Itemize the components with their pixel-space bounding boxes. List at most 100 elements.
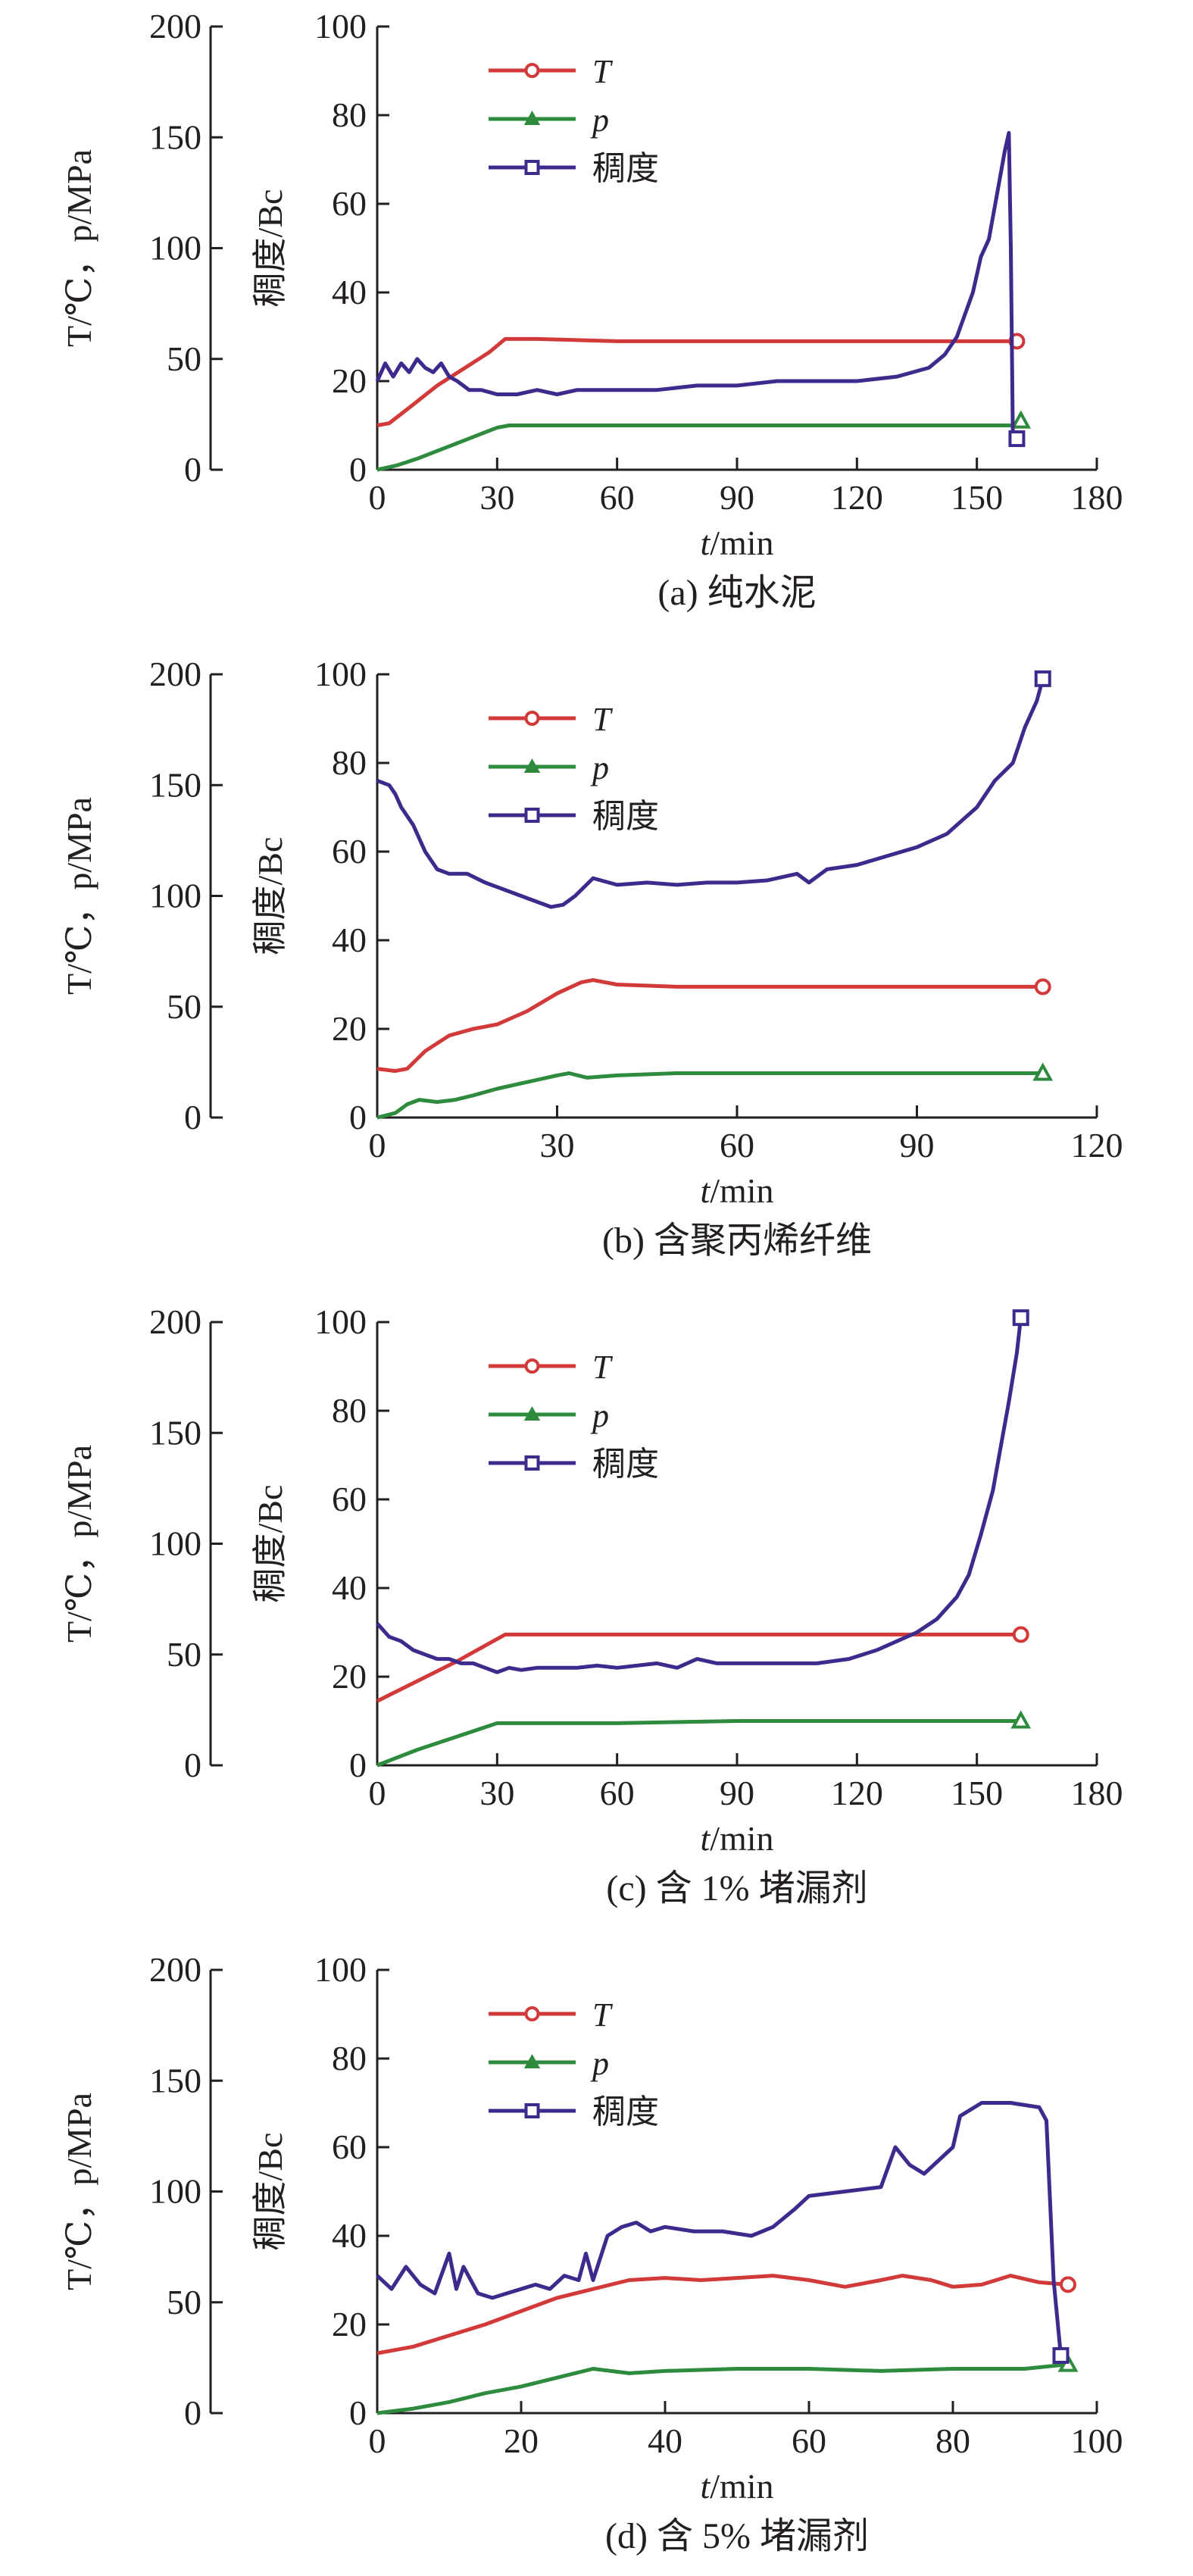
x-tick-label: 0 (369, 478, 386, 517)
left-y-tick-label: 100 (149, 2172, 201, 2211)
x-axis-variable: t (700, 524, 710, 562)
legend-label-3: 稠度 (592, 1446, 659, 1483)
x-tick-label: 40 (648, 2421, 682, 2460)
right-y-tick-label: 20 (332, 1657, 367, 1696)
left-y-tick-label: 50 (167, 987, 201, 1026)
series-line-3 (375, 130, 1017, 441)
left-y-tick-label: 0 (184, 1746, 201, 1784)
left-y-axis-title: T/℃，p/MPa (60, 149, 98, 347)
legend-marker (524, 808, 540, 823)
x-tick-label: 30 (540, 1126, 575, 1165)
right-y-tick-label: 60 (332, 2127, 367, 2166)
chart-panel-2: 0 50 100 150 200 T/℃，p/MPa 0 20 40 60 80 100 稠度/Bc 0 3… (60, 655, 1123, 1261)
legend-marker (524, 160, 540, 175)
right-y-tick-label: 80 (332, 95, 367, 134)
panel-caption: (a) 纯水泥 (657, 573, 816, 613)
right-y-tick-label: 40 (332, 921, 367, 959)
x-axis-variable: t (700, 2467, 710, 2506)
right-y-tick-label: 0 (349, 450, 367, 489)
series-end-marker (1034, 978, 1051, 996)
left-y-tick-label: 150 (149, 2061, 201, 2099)
series-line-2 (376, 1071, 1043, 1120)
legend-marker (523, 758, 541, 773)
panel-caption: (d) 含 5% 堵漏剂 (605, 2516, 869, 2556)
legend-label-1: T (592, 1349, 614, 1386)
right-y-axis-title: 稠度/Bc (251, 189, 289, 308)
legend-marker (524, 63, 540, 78)
series-line-1 (376, 1632, 1021, 1703)
left-y-tick-label: 0 (184, 1098, 201, 1136)
series-end-marker (1012, 1626, 1029, 1643)
x-axis-unit: /min (710, 524, 773, 562)
left-y-tick-label: 200 (149, 1302, 201, 1341)
right-y-axis-title: 稠度/Bc (251, 837, 289, 955)
legend-label-2: p (590, 1397, 609, 1434)
legend-marker (523, 1405, 541, 1421)
x-axis-unit: /min (710, 1171, 773, 1210)
series-line-1 (376, 2274, 1069, 2356)
x-tick-label: 60 (600, 478, 635, 517)
left-y-tick-label: 0 (184, 2393, 201, 2432)
x-axis-variable: t (700, 1171, 710, 1210)
legend-marker (523, 2053, 541, 2068)
x-tick-label: 30 (479, 1774, 514, 1812)
right-y-tick-label: 60 (332, 832, 367, 871)
left-y-tick-label: 100 (149, 1524, 201, 1563)
series-end-marker (1010, 1710, 1032, 1729)
left-y-tick-label: 150 (149, 117, 201, 156)
right-y-tick-label: 0 (349, 1098, 367, 1136)
series-end-marker (1034, 670, 1051, 687)
right-y-tick-label: 100 (314, 1950, 367, 1989)
series-end-marker (1008, 430, 1026, 448)
right-y-tick-label: 100 (314, 1302, 367, 1341)
series-line-3 (376, 1317, 1023, 1674)
x-tick-label: 60 (720, 1126, 754, 1165)
x-tick-label: 90 (900, 1126, 935, 1165)
right-y-tick-label: 60 (332, 1480, 367, 1518)
left-y-axis-title: T/℃，p/MPa (60, 1445, 98, 1643)
right-y-tick-label: 0 (349, 1746, 367, 1784)
left-y-tick-label: 150 (149, 765, 201, 804)
x-tick-label: 180 (1071, 1774, 1123, 1812)
x-tick-label: 0 (369, 1126, 386, 1165)
right-y-tick-label: 100 (314, 655, 367, 693)
chart-panel-1: 0 50 100 150 200 T/℃，p/MPa 0 20 40 60 80 100 稠度/Bc 0 3… (60, 7, 1123, 613)
right-y-tick-label: 20 (332, 1009, 367, 1048)
chart-panel-3: 0 50 100 150 200 T/℃，p/MPa 0 20 40 60 80 100 稠度/Bc 0 3… (60, 1302, 1123, 1909)
series-end-marker (1060, 2276, 1076, 2293)
series-line-1 (376, 978, 1043, 1074)
series-end-marker (1012, 1309, 1029, 1327)
left-y-tick-label: 100 (149, 877, 201, 915)
right-y-tick-label: 40 (332, 273, 367, 311)
left-y-tick-label: 150 (149, 1413, 201, 1452)
legend-label-1: T (592, 1996, 614, 2034)
panel-caption: (c) 含 1% 堵漏剂 (606, 1868, 867, 1909)
series-end-marker (1010, 410, 1032, 429)
series-line-2 (376, 1719, 1021, 1768)
left-y-tick-label: 50 (167, 1635, 201, 1674)
legend-label-3: 稠度 (592, 798, 659, 835)
legend-marker (524, 711, 540, 726)
x-tick-label: 0 (369, 1774, 386, 1812)
right-y-tick-label: 40 (332, 1568, 367, 1607)
legend-marker (524, 2103, 540, 2118)
x-axis-unit: /min (710, 2467, 773, 2506)
right-y-axis-title: 稠度/Bc (251, 2133, 289, 2251)
x-tick-label: 60 (792, 2421, 826, 2460)
panel-caption: (b) 含聚丙烯纤维 (602, 1221, 872, 1261)
legend-label-1: T (592, 701, 614, 738)
right-y-tick-label: 60 (332, 184, 367, 223)
left-y-axis-title: T/℃，p/MPa (60, 2093, 98, 2290)
legend-label-3: 稠度 (592, 150, 659, 187)
right-y-tick-label: 80 (332, 1391, 367, 1430)
x-tick-label: 60 (600, 1774, 635, 1812)
x-tick-label: 30 (479, 478, 514, 517)
left-y-tick-label: 50 (167, 339, 201, 378)
x-tick-label: 0 (369, 2421, 386, 2460)
x-tick-label: 120 (831, 478, 883, 517)
x-axis-title: t/min (700, 2467, 773, 2506)
x-axis-variable: t (700, 1819, 710, 1858)
x-tick-label: 150 (951, 1774, 1003, 1812)
x-tick-label: 90 (720, 478, 754, 517)
